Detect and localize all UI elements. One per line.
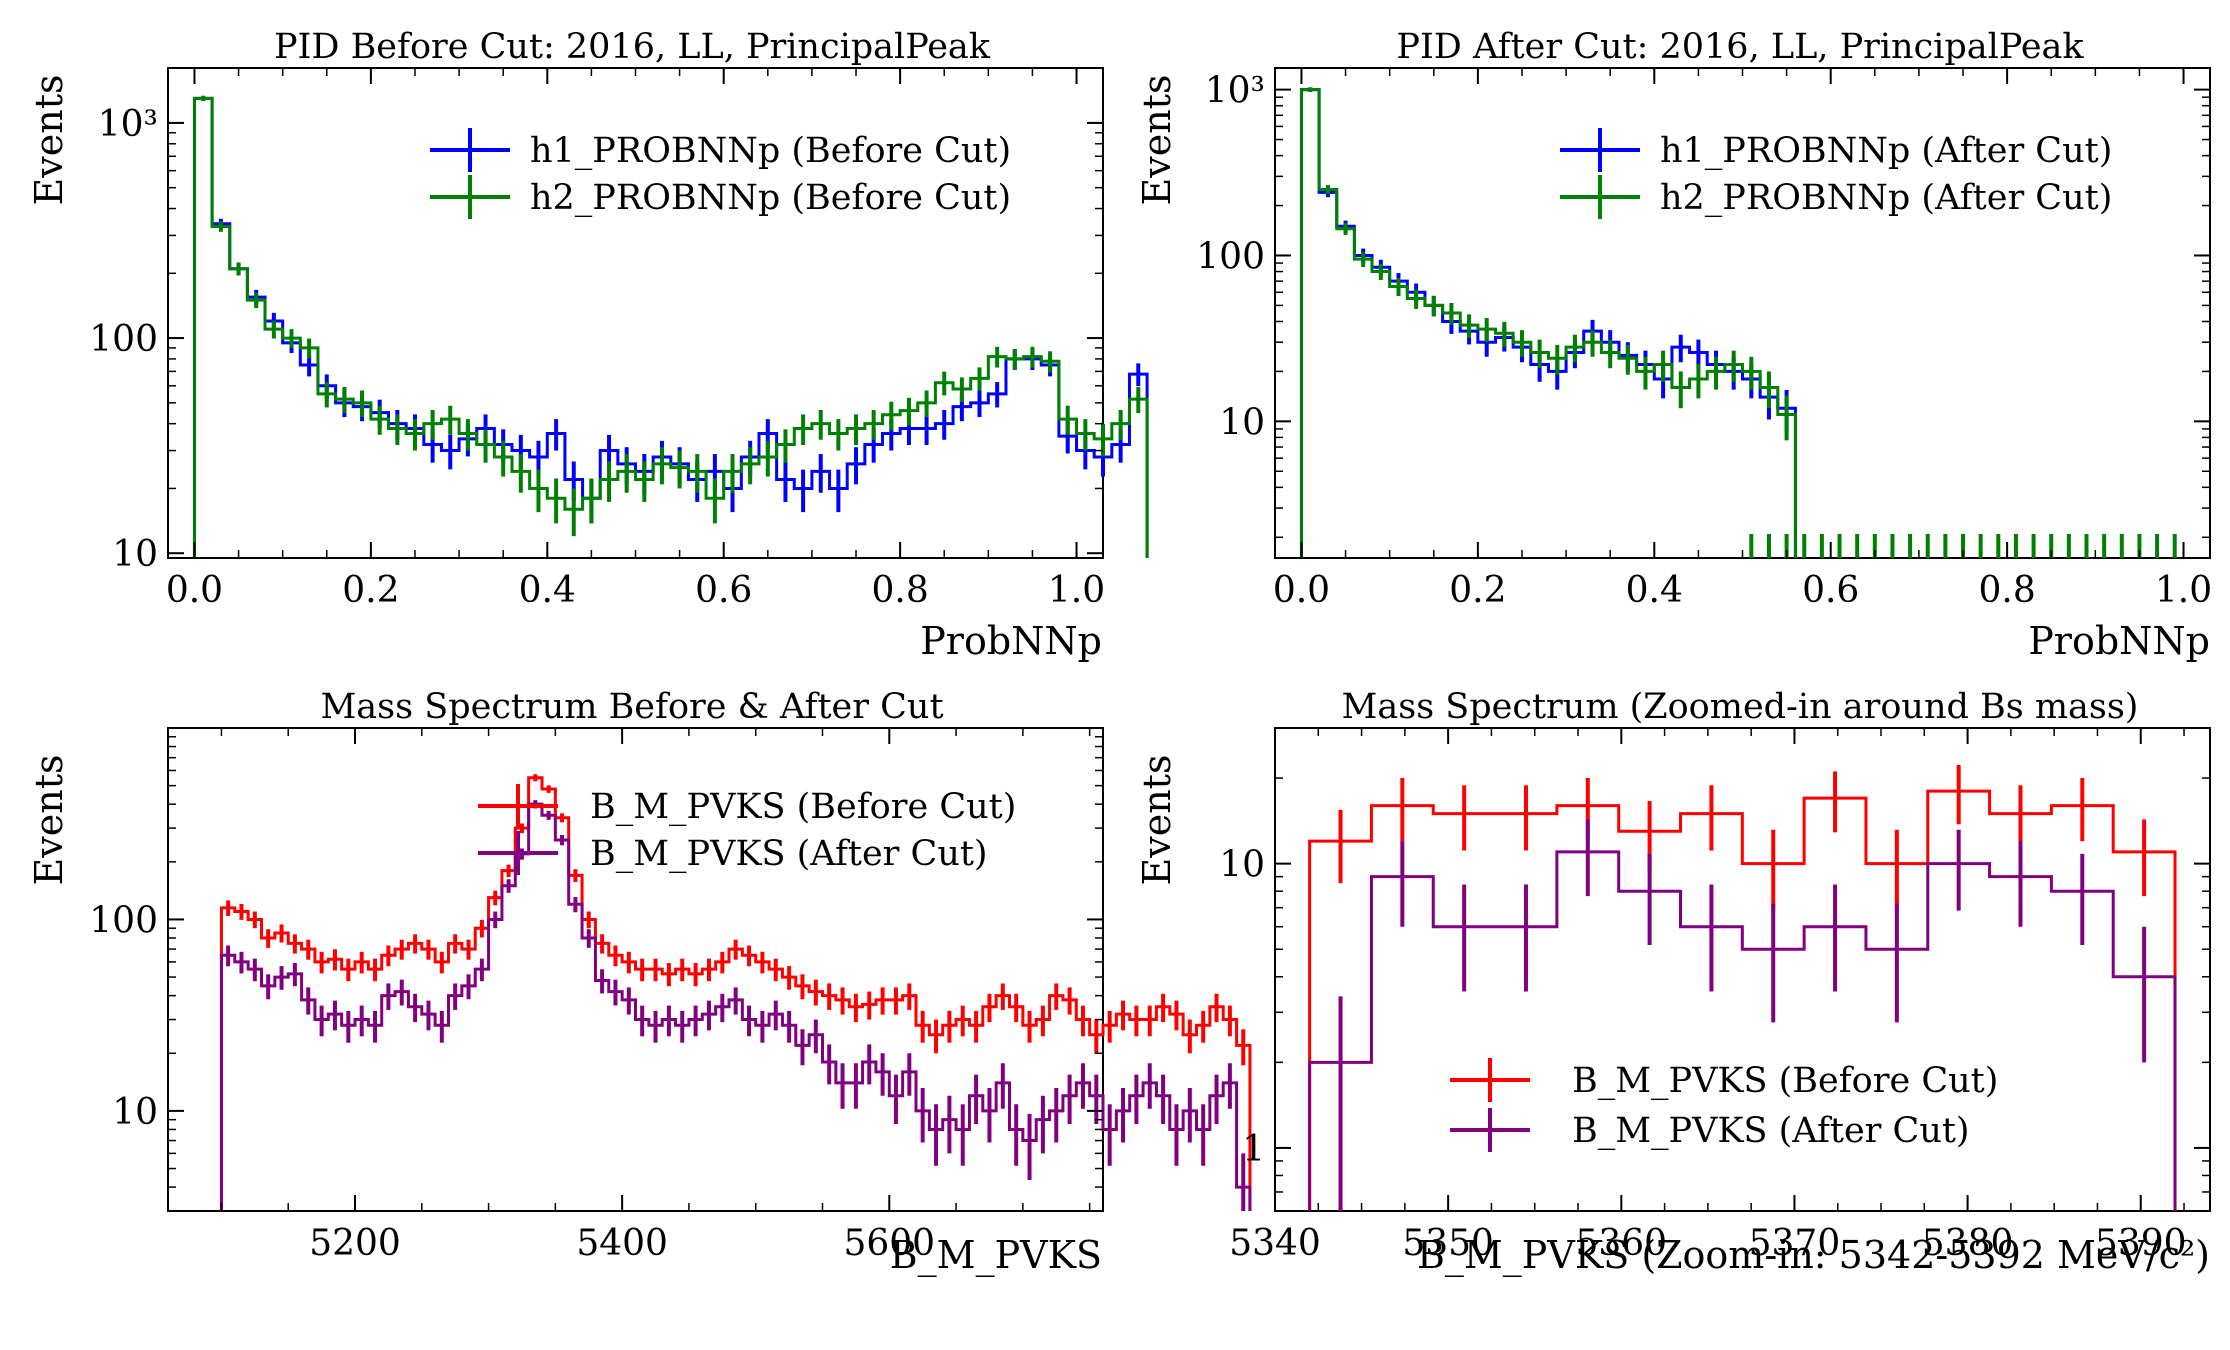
panel-mass-zoom: Mass Spectrum (Zoomed-in around Bs mass)… bbox=[1135, 687, 2211, 1278]
legend-marker-series-2 bbox=[430, 175, 510, 219]
x-axis-label: B_M_PVKS bbox=[890, 1233, 1102, 1278]
y-tick-label: 1 bbox=[1242, 1129, 1265, 1170]
x-tick-label: 5390 bbox=[2095, 1223, 2187, 1264]
legend-label-series-2: h2_PROBNNp (Before Cut) bbox=[530, 178, 1011, 218]
x-tick-label: 0.4 bbox=[1626, 570, 1683, 611]
chart-title: Mass Spectrum Before & After Cut bbox=[320, 687, 943, 727]
x-tick-label: 0.8 bbox=[1978, 570, 2035, 611]
legend-marker-series-1 bbox=[478, 784, 558, 828]
chart-title: PID Before Cut: 2016, LL, PrincipalPeak bbox=[274, 27, 991, 67]
series-2-step-line bbox=[192, 96, 1149, 558]
legend-label-series-2: h2_PROBNNp (After Cut) bbox=[1660, 178, 2112, 218]
series-2-step-line bbox=[219, 802, 1252, 1211]
x-tick-label: 5340 bbox=[1229, 1223, 1321, 1264]
legend-marker-series-1 bbox=[430, 128, 510, 172]
x-tick-label: 0.2 bbox=[1449, 570, 1506, 611]
legend: h1_PROBNNp (After Cut) h2_PROBNNp (After… bbox=[1560, 128, 2112, 219]
series-1-step-line bbox=[219, 776, 1252, 1211]
y-axis-label: Events bbox=[27, 755, 71, 886]
x-tick-label: 0.0 bbox=[166, 570, 223, 611]
legend: B_M_PVKS (Before Cut) B_M_PVKS (After Cu… bbox=[478, 784, 1016, 875]
x-axis-label: ProbNNp bbox=[2028, 619, 2210, 663]
x-tick-label: 5370 bbox=[1749, 1223, 1841, 1264]
x-tick-label: 1.0 bbox=[1048, 570, 1105, 611]
chart-title: PID After Cut: 2016, LL, PrincipalPeak bbox=[1396, 27, 2084, 67]
plot-marks bbox=[1308, 764, 2177, 1211]
x-axis-label: ProbNNp bbox=[920, 619, 1102, 663]
legend-marker-series-2 bbox=[478, 831, 558, 875]
panel-mass-spectrum: Mass Spectrum Before & After Cut B_M_PVK… bbox=[27, 687, 1252, 1278]
legend-label-series-1: B_M_PVKS (Before Cut) bbox=[1572, 1061, 1998, 1101]
x-tick-label: 0.8 bbox=[871, 570, 928, 611]
y-tick-label: 10³ bbox=[1205, 71, 1265, 112]
series-1-step-line bbox=[1308, 789, 2177, 1211]
x-tick-label: 5380 bbox=[1922, 1223, 2014, 1264]
x-tick-label: 0.6 bbox=[695, 570, 752, 611]
x-tick-label: 5360 bbox=[1575, 1223, 1667, 1264]
chart-title: Mass Spectrum (Zoomed-in around Bs mass) bbox=[1342, 687, 2139, 727]
axis-ticks: 5340 5350 5360 5370 5380 5390 1 10 bbox=[1219, 727, 2210, 1264]
x-tick-label: 5350 bbox=[1402, 1223, 1494, 1264]
x-tick-label: 5600 bbox=[843, 1223, 935, 1264]
legend-label-series-1: h1_PROBNNp (Before Cut) bbox=[530, 131, 1011, 171]
y-tick-label: 100 bbox=[1196, 236, 1265, 277]
panel-pid-after-cut: PID After Cut: 2016, LL, PrincipalPeak P… bbox=[1135, 27, 2212, 663]
plot-frame bbox=[167, 727, 1104, 1212]
axis-ticks: 0.0 0.2 0.4 0.6 0.8 1.0 10 100 10³ bbox=[89, 68, 1105, 611]
legend-marker-series-1 bbox=[1450, 1058, 1530, 1102]
y-tick-label: 10 bbox=[1219, 845, 1265, 886]
y-axis-label: Events bbox=[1135, 75, 1179, 206]
legend-label-series-2: B_M_PVKS (After Cut) bbox=[590, 834, 988, 874]
legend-marker-series-2 bbox=[1450, 1108, 1530, 1152]
y-tick-label: 10 bbox=[1219, 402, 1265, 443]
y-tick-label: 10 bbox=[112, 1092, 158, 1133]
y-tick-label: 100 bbox=[89, 319, 158, 360]
y-axis-label: Events bbox=[27, 75, 71, 206]
legend-marker-series-1 bbox=[1560, 128, 1640, 172]
y-tick-label: 100 bbox=[89, 900, 158, 941]
x-tick-label: 1.0 bbox=[2155, 570, 2212, 611]
x-tick-label: 0.0 bbox=[1273, 570, 1330, 611]
y-axis-label: Events bbox=[1135, 755, 1179, 886]
plot-marks bbox=[192, 95, 1149, 558]
legend: B_M_PVKS (Before Cut) B_M_PVKS (After Cu… bbox=[1450, 1058, 1998, 1152]
y-tick-label: 10 bbox=[112, 534, 158, 575]
legend-label-series-2: B_M_PVKS (After Cut) bbox=[1572, 1111, 1970, 1151]
axis-ticks: 0.0 0.2 0.4 0.6 0.8 1.0 10 100 10³ bbox=[1196, 68, 2212, 611]
legend-marker-series-2 bbox=[1560, 175, 1640, 219]
plot-marks bbox=[1299, 87, 2177, 558]
axis-ticks: 5200 5400 5600 10 100 bbox=[89, 728, 1103, 1264]
x-tick-label: 0.4 bbox=[519, 570, 576, 611]
y-tick-label: 10³ bbox=[98, 104, 158, 145]
legend-label-series-1: B_M_PVKS (Before Cut) bbox=[590, 787, 1016, 827]
x-axis-label: B_M_PVKS (Zoom-in: 5342-5392 MeV/c²) bbox=[1417, 1233, 2210, 1278]
x-tick-label: 0.2 bbox=[342, 570, 399, 611]
plot-frame bbox=[1274, 727, 2211, 1212]
series-2-step-line bbox=[1308, 850, 2177, 1211]
plot-marks bbox=[219, 774, 1252, 1211]
legend: h1_PROBNNp (Before Cut) h2_PROBNNp (Befo… bbox=[430, 128, 1011, 219]
panel-pid-before-cut: PID Before Cut: 2016, LL, PrincipalPeak … bbox=[27, 27, 1149, 663]
x-tick-label: 5200 bbox=[309, 1223, 401, 1264]
legend-label-series-1: h1_PROBNNp (After Cut) bbox=[1660, 131, 2112, 171]
x-tick-label: 5400 bbox=[576, 1223, 668, 1264]
x-tick-label: 0.6 bbox=[1802, 570, 1859, 611]
